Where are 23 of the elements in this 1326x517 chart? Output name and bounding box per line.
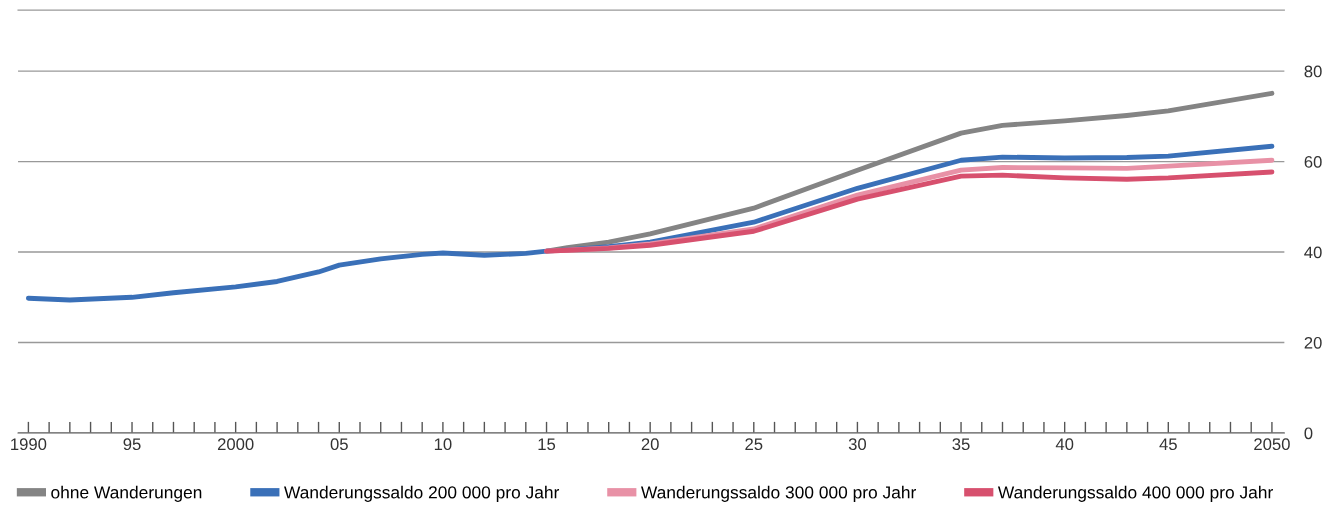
line-series	[25, 143, 1275, 303]
x-tick-label: 95	[123, 438, 141, 451]
x-tick-label: 40	[1055, 438, 1074, 451]
x-tick-label: 2050	[1254, 438, 1290, 451]
legend-label: Wanderungssaldo 300 000 pro Jahr	[640, 485, 916, 502]
y-tick-label: 20	[1304, 336, 1322, 349]
x-tick-label: 2000	[217, 438, 254, 451]
x-tick-label: 20	[641, 438, 659, 451]
y-tick-label: 40	[1304, 246, 1322, 259]
x-tick-label: 30	[848, 438, 867, 451]
x-tick-label: 35	[952, 438, 970, 451]
x-tick-label: 45	[1159, 438, 1177, 451]
y-tick-label: 80	[1304, 65, 1322, 78]
legend-label: Wanderungssaldo 400 000 pro Jahr	[997, 485, 1273, 502]
x-tick-label: 1990	[11, 438, 47, 451]
x-tick-label: 05	[330, 438, 348, 451]
x-tick-label: 25	[745, 438, 763, 451]
x-tick-label: 10	[434, 438, 452, 451]
y-tick-label: 0	[1304, 427, 1313, 440]
y-tick-label: 60	[1304, 156, 1322, 168]
x-tick-label: 15	[538, 438, 556, 451]
legend-label: ohne Wanderungen	[51, 485, 202, 502]
legend-label: Wanderungssaldo 200 000 pro Jahr	[284, 485, 560, 502]
